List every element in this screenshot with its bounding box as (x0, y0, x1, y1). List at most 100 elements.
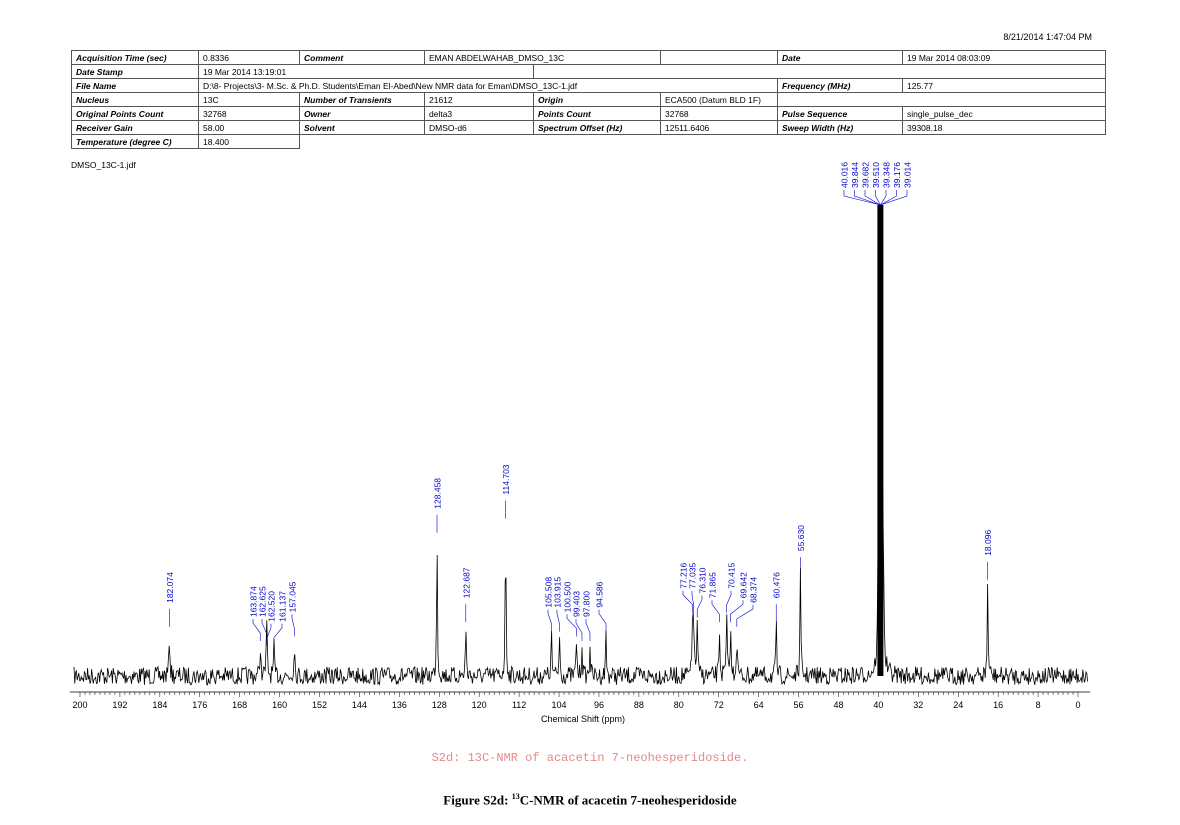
peak-label: 55.630 (796, 525, 806, 551)
x-tick-label: 64 (754, 700, 764, 710)
x-axis: 200 192 184 176 168 160 152 144 136 128 120 112 104 9… (70, 205, 1090, 710)
peak-label: 39.014 (903, 162, 913, 188)
peak-leader (843, 190, 881, 206)
figure-caption-superscript: 13 (511, 792, 520, 801)
x-tick-label: 16 (993, 700, 1003, 710)
figure-caption-text: C-NMR of acacetin 7-neohesperidoside (519, 792, 737, 808)
x-tick-label: 144 (352, 700, 367, 710)
peak-label: 60.476 (772, 572, 782, 598)
x-tick-label: 184 (152, 700, 167, 710)
figure-caption-prefix: Figure S2d: (443, 792, 512, 808)
peak-leader (696, 595, 703, 618)
peak-leader (726, 590, 732, 613)
x-tick-label: 0 (1075, 700, 1080, 710)
peak-marker: 99.403 (572, 591, 583, 642)
peak-label: 77.035 (688, 562, 698, 588)
x-tick-label: 96 (594, 700, 604, 710)
x-tick-label: 136 (392, 700, 407, 710)
peak-label: 103.915 (553, 577, 563, 608)
figure-caption: Figure S2d: 13C-NMR of acacetin 7-neohes… (0, 792, 1180, 808)
peak-leader (291, 614, 295, 637)
peak-leader (880, 190, 887, 206)
x-tick-label: 24 (953, 700, 963, 710)
peak-leader (711, 600, 720, 623)
peak-label: 99.403 (572, 591, 582, 617)
peak-leader (556, 609, 560, 632)
peak-leader (575, 619, 583, 642)
x-tick-label: 168 (232, 700, 247, 710)
x-tick-label: 80 (674, 700, 684, 710)
x-tick-label: 200 (72, 700, 87, 710)
param-value: 39308.18 (902, 120, 1106, 135)
peak-label: 39.682 (861, 162, 871, 188)
peak-marker: 105.508 (544, 577, 554, 632)
x-tick-label: 160 (272, 700, 287, 710)
peak-label: 128.458 (432, 478, 442, 509)
peak-leader (730, 600, 744, 623)
peak-marker: 77.216 (679, 562, 693, 613)
peak-marker: 100.500 (563, 581, 577, 637)
x-tick-label: 8 (1036, 700, 1041, 710)
x-tick-label: 88 (634, 700, 644, 710)
peak-leader (566, 614, 577, 637)
peak-label: 114.703 (501, 464, 511, 494)
peak-marker: 162.520 (267, 591, 277, 646)
peak-marker: 69.642 (730, 572, 749, 623)
peak-marker: 97.800 (582, 591, 592, 642)
spectrum-trace (73, 204, 1088, 686)
print-timestamp: 8/21/2014 1:47:04 PM (1003, 32, 1092, 42)
nmr-spectrum-chart: 182.074 163.874 162.625 162.520 161.137 157.0… (70, 162, 1090, 724)
peak-leader (598, 609, 607, 632)
peak-label: 76.310 (698, 567, 708, 593)
peak-marker: 94.586 (595, 581, 607, 632)
peak-label: 39.176 (892, 162, 902, 188)
peak-marker: 18.096 (983, 530, 993, 580)
peak-leader (880, 190, 908, 206)
peak-marker: 76.310 (696, 567, 708, 618)
peak-label: 162.625 (258, 586, 268, 617)
peak-marker: 77.035 (688, 562, 698, 613)
peak-marker: 60.476 (772, 572, 782, 623)
x-tick-label: 152 (312, 700, 327, 710)
peak-marker: 122.687 (461, 567, 471, 623)
peak-leader (864, 190, 881, 206)
peak-marker: 70.415 (726, 562, 737, 613)
figure-caption-mono: S2d: 13C-NMR of acacetin 7-neohesperidos… (431, 751, 749, 765)
peak-label: 105.508 (544, 577, 554, 608)
peak-label: 18.096 (983, 530, 993, 556)
peak-leader (880, 190, 897, 206)
peak-label: 97.800 (582, 591, 592, 617)
peak-leader (585, 619, 591, 642)
param-key: Spectrum Offset (Hz) (533, 120, 661, 135)
peak-label: 39.348 (882, 162, 892, 188)
peak-marker: 128.458 (432, 478, 442, 533)
peak-leader (682, 590, 693, 613)
peak-label: 70.415 (727, 562, 737, 588)
peak-marker: 182.074 (165, 572, 175, 627)
peak-leader (547, 609, 552, 632)
param-key: Sweep Width (Hz) (777, 120, 903, 135)
peak-marker: 55.630 (796, 525, 806, 576)
acquisition-parameters-table: Acquisition Time (sec) 0.8336 Comment EM… (71, 50, 1106, 149)
solvent-cluster-labels: 40.016 39.844 39.682 39.510 39.348 39.176 39.0… (840, 162, 913, 206)
peak-label: 157.045 (288, 581, 298, 612)
x-axis-label: Chemical Shift (ppm) (541, 714, 625, 724)
peak-label: 161.137 (278, 591, 288, 622)
peak-leader (854, 190, 881, 206)
peak-label: 69.642 (739, 572, 749, 598)
file-label: DMSO_13C-1.jdf (71, 160, 136, 170)
x-tick-label: 40 (873, 700, 883, 710)
peak-marker: 157.045 (288, 581, 298, 637)
x-tick-label: 120 (472, 700, 487, 710)
peak-leader (273, 623, 283, 646)
x-tick-label: 56 (794, 700, 804, 710)
peak-marker: 68.374 (736, 577, 759, 627)
peak-label: 39.844 (850, 162, 860, 188)
peak-label: 94.586 (595, 581, 605, 607)
x-tick-label: 48 (833, 700, 843, 710)
peak-leader (691, 590, 694, 613)
x-tick-label: 112 (512, 700, 526, 710)
peak-leader (736, 604, 754, 627)
peak-label: 68.374 (749, 577, 759, 603)
x-tick-label: 32 (913, 700, 923, 710)
